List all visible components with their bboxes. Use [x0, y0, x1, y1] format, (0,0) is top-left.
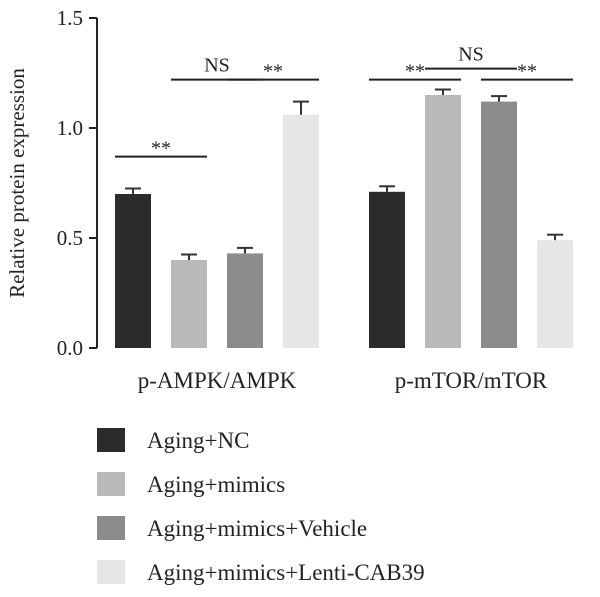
bar [227, 253, 263, 348]
legend-label: Aging+mimics+Lenti-CAB39 [147, 560, 425, 585]
bars [115, 88, 573, 348]
significance-label: NS [204, 55, 230, 77]
y-axis-title: Relative protein expression [5, 68, 29, 298]
axes: 0.0 0.5 1.0 1.5 Relative protein expression p… [5, 6, 548, 393]
legend-swatch [97, 560, 125, 584]
legend-label: Aging+NC [147, 428, 249, 453]
y-tick-label: 0.0 [57, 336, 83, 360]
significance-markers: ** NS ** ** NS ** [115, 44, 573, 160]
legend-swatch [97, 472, 125, 496]
legend-swatch [97, 516, 125, 540]
significance-label: ** [517, 61, 537, 83]
significance-label: ** [405, 61, 425, 83]
legend-swatch [97, 428, 125, 452]
category-label: p-mTOR/mTOR [395, 368, 548, 393]
bar [481, 101, 517, 348]
bar [283, 114, 319, 348]
bar [537, 240, 573, 348]
bar [425, 95, 461, 348]
category-label: p-AMPK/AMPK [138, 368, 297, 393]
significance-label: ** [151, 138, 171, 160]
bar [115, 194, 151, 348]
legend-label: Aging+mimics [147, 472, 285, 497]
y-tick-label: 1.5 [57, 6, 83, 30]
y-tick-label: 0.5 [57, 226, 83, 250]
legend: Aging+NC Aging+mimics Aging+mimics+Vehicle… [97, 428, 425, 585]
legend-label: Aging+mimics+Vehicle [147, 516, 367, 541]
significance-label: ** [263, 61, 283, 83]
y-tick-label: 1.0 [57, 116, 83, 140]
bar [369, 191, 405, 348]
bar [171, 260, 207, 348]
significance-label: NS [458, 44, 484, 66]
